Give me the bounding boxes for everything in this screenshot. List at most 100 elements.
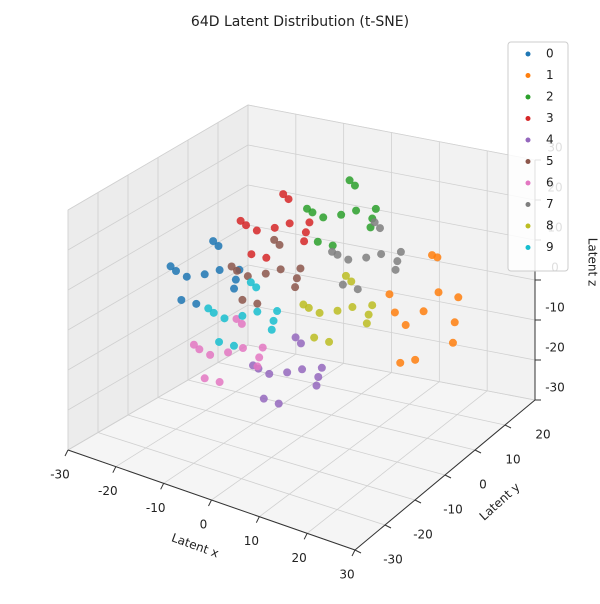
point xyxy=(304,303,313,312)
chart-title: 64D Latent Distribution (t-SNE) xyxy=(191,14,409,30)
x-tick-label: 20 xyxy=(292,551,307,565)
point xyxy=(391,265,400,274)
point xyxy=(255,353,264,362)
point xyxy=(308,208,317,217)
point xyxy=(220,314,229,323)
point xyxy=(337,210,346,219)
point xyxy=(243,272,252,281)
point xyxy=(341,271,350,280)
point xyxy=(419,307,428,316)
point xyxy=(215,378,224,387)
x-tick xyxy=(303,533,308,540)
point xyxy=(325,337,334,346)
x-axis-label: Latent x xyxy=(170,531,221,561)
point xyxy=(253,362,262,371)
grid-line xyxy=(247,104,536,161)
z-tick-label: -30 xyxy=(545,381,565,395)
point xyxy=(364,310,373,319)
point xyxy=(259,394,268,403)
grid-line xyxy=(127,414,416,501)
point xyxy=(396,358,405,367)
x-tick-label: 30 xyxy=(339,568,354,582)
point xyxy=(275,240,284,249)
legend-marker xyxy=(525,51,531,57)
point xyxy=(312,381,321,390)
x-tick-label: -10 xyxy=(146,501,166,515)
x-tick xyxy=(64,449,69,457)
point xyxy=(345,176,354,185)
point xyxy=(291,333,300,342)
point xyxy=(232,314,241,323)
x-tick xyxy=(112,466,117,473)
grid-line xyxy=(247,344,536,401)
point xyxy=(247,250,256,259)
point xyxy=(204,304,213,313)
point xyxy=(182,272,191,281)
point xyxy=(368,301,377,310)
point xyxy=(261,269,270,278)
y-tick-label: -10 xyxy=(443,503,463,517)
point xyxy=(296,264,305,273)
z-tick-label: -10 xyxy=(545,301,565,315)
legend-marker xyxy=(525,94,531,100)
x-tick xyxy=(160,483,165,490)
point xyxy=(375,224,384,233)
grid-line xyxy=(67,104,249,211)
point xyxy=(246,278,255,287)
y-tick xyxy=(414,499,422,504)
point xyxy=(305,218,314,227)
point xyxy=(315,308,324,317)
point xyxy=(172,267,180,275)
point xyxy=(269,316,278,325)
legend-marker xyxy=(525,245,531,250)
point xyxy=(371,204,380,213)
grid-line xyxy=(247,184,536,241)
z-tick-label: -20 xyxy=(545,341,565,355)
point xyxy=(301,228,310,237)
legend-label: 9 xyxy=(546,240,554,254)
point xyxy=(231,275,240,284)
grid-line xyxy=(247,224,536,281)
z-axis-label: Latent z xyxy=(586,238,600,287)
point xyxy=(276,265,285,274)
point xyxy=(189,340,198,349)
point xyxy=(258,343,267,352)
point xyxy=(227,262,236,271)
point xyxy=(253,299,262,308)
x-tick-label: 10 xyxy=(244,534,259,548)
point xyxy=(238,295,247,304)
legend-label: 1 xyxy=(546,68,554,82)
point xyxy=(347,277,356,286)
grid-line xyxy=(67,344,249,451)
point xyxy=(177,296,186,305)
point xyxy=(252,226,261,235)
x-tick-label: 0 xyxy=(200,518,208,532)
x-tick xyxy=(351,549,356,557)
point xyxy=(237,319,246,328)
point xyxy=(192,299,201,308)
point xyxy=(209,237,218,246)
y-tick-label: 10 xyxy=(505,453,520,467)
point xyxy=(267,325,276,334)
point xyxy=(262,253,271,262)
point xyxy=(390,308,399,317)
point xyxy=(209,308,218,317)
point xyxy=(270,235,279,244)
point xyxy=(393,257,402,266)
y-tick xyxy=(474,449,482,454)
point xyxy=(300,237,309,246)
point xyxy=(362,319,371,328)
point xyxy=(333,250,342,259)
grid-line xyxy=(247,304,536,361)
grid-line xyxy=(187,379,476,451)
point xyxy=(195,345,204,354)
y-tick xyxy=(504,424,512,429)
y-tick xyxy=(354,549,362,554)
point xyxy=(224,348,233,357)
legend-marker xyxy=(525,159,531,164)
point xyxy=(317,363,326,372)
point xyxy=(313,237,322,246)
x-tick xyxy=(255,516,260,523)
point xyxy=(214,242,223,251)
point xyxy=(450,318,459,327)
